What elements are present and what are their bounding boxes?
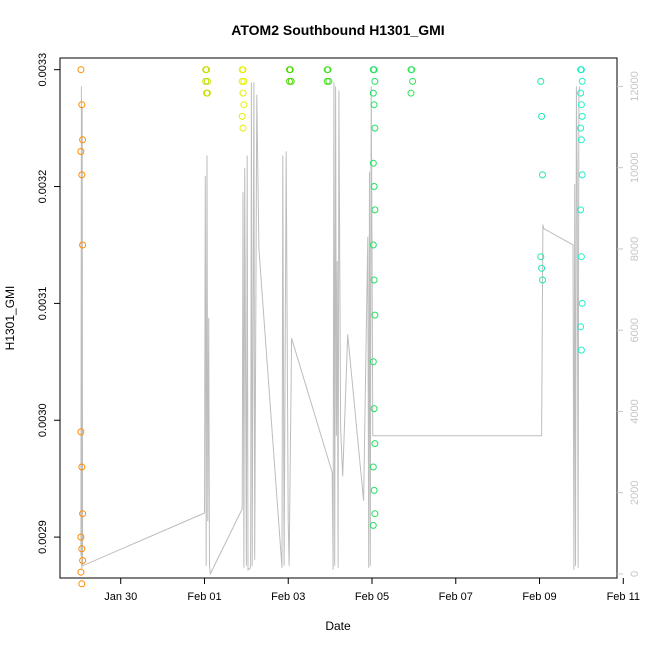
y-axis: 0.0029 0.0030 0.0031 0.0032 0.0033 xyxy=(37,53,60,554)
altitude-line xyxy=(80,82,581,576)
altitude-layer xyxy=(80,82,581,576)
data-point xyxy=(369,159,377,167)
data-point xyxy=(286,66,294,74)
data-point xyxy=(538,264,546,272)
y2-axis: 0 2000 4000 6000 8000 10000 12000 xyxy=(617,71,641,577)
data-point xyxy=(203,89,211,97)
data-point xyxy=(371,77,379,85)
data-point xyxy=(371,440,379,448)
data-point xyxy=(578,299,586,307)
data-point xyxy=(537,253,545,261)
points-layer xyxy=(77,66,586,588)
data-point xyxy=(370,486,378,494)
y2-tick-label: 10000 xyxy=(629,152,641,183)
data-point xyxy=(577,89,585,97)
data-point xyxy=(577,323,585,331)
data-point xyxy=(239,66,247,74)
data-point xyxy=(577,124,585,132)
data-point xyxy=(577,346,585,354)
data-point xyxy=(239,124,247,132)
data-point xyxy=(370,66,378,74)
data-point xyxy=(577,66,585,74)
data-point xyxy=(369,521,377,529)
data-point xyxy=(79,557,87,564)
data-point xyxy=(408,66,416,74)
data-point xyxy=(409,77,417,85)
data-point xyxy=(78,171,86,179)
y2-tick-label: 8000 xyxy=(629,237,641,261)
data-point xyxy=(371,311,379,319)
data-point xyxy=(578,112,586,120)
y2-tick-label: 0 xyxy=(629,571,641,577)
x-tick-label: Feb 05 xyxy=(355,591,389,603)
data-point xyxy=(538,112,546,120)
data-point xyxy=(370,276,378,284)
x-tick-label: Feb 09 xyxy=(522,591,556,603)
data-point xyxy=(369,89,377,97)
data-point xyxy=(578,77,586,85)
data-point xyxy=(238,77,246,85)
data-point xyxy=(371,124,379,132)
data-point xyxy=(79,241,87,249)
data-point xyxy=(203,66,211,74)
data-point xyxy=(78,101,86,109)
y-tick-label: 0.0029 xyxy=(37,520,49,554)
data-point xyxy=(286,77,293,85)
data-point xyxy=(371,510,379,518)
x-tick-label: Feb 03 xyxy=(271,591,305,603)
data-point xyxy=(79,510,87,518)
data-point xyxy=(577,101,585,109)
data-point xyxy=(577,136,585,144)
data-point xyxy=(238,112,246,120)
x-tick-label: Feb 07 xyxy=(439,591,473,603)
data-point xyxy=(77,533,85,541)
data-point xyxy=(78,545,86,553)
data-point xyxy=(539,276,546,284)
data-point xyxy=(539,171,546,179)
data-point xyxy=(577,206,585,214)
data-point xyxy=(239,89,247,97)
data-point xyxy=(369,358,377,366)
y-tick-label: 0.0033 xyxy=(37,53,49,87)
data-point xyxy=(77,428,85,436)
data-point xyxy=(369,241,377,249)
x-tick-label: Jan 30 xyxy=(104,591,137,603)
x-tick-label: Feb 01 xyxy=(187,591,221,603)
y2-tick-label: 12000 xyxy=(629,71,641,102)
y-axis-label: H1301_GMI xyxy=(3,286,17,351)
data-point xyxy=(370,101,378,109)
data-point xyxy=(369,463,377,471)
data-point xyxy=(240,101,248,109)
y-tick-label: 0.0030 xyxy=(37,403,49,437)
chart-title: ATOM2 Southbound H1301_GMI xyxy=(231,22,444,38)
data-point xyxy=(407,89,415,97)
x-axis: Jan 30 Feb 01 Feb 03 Feb 05 Feb 07 Feb 09 Feb … xyxy=(104,578,640,603)
data-point xyxy=(370,405,378,413)
data-point xyxy=(371,206,379,214)
data-point xyxy=(78,463,86,471)
y2-tick-label: 2000 xyxy=(629,480,641,504)
data-point xyxy=(323,77,331,85)
y2-tick-label: 4000 xyxy=(629,399,641,423)
data-point xyxy=(77,66,85,74)
x-axis-label: Date xyxy=(325,619,351,633)
data-point xyxy=(79,136,87,144)
data-point xyxy=(578,171,586,179)
data-point xyxy=(77,568,85,576)
data-point xyxy=(577,253,585,261)
data-point xyxy=(370,183,378,190)
plot-frame xyxy=(59,57,618,579)
y-tick-label: 0.0032 xyxy=(37,170,49,204)
data-point xyxy=(324,66,332,74)
data-point xyxy=(77,148,85,155)
data-point xyxy=(78,580,86,588)
data-point xyxy=(537,77,545,85)
data-point xyxy=(202,77,210,85)
y-tick-label: 0.0031 xyxy=(37,287,49,321)
x-tick-label: Feb 11 xyxy=(607,591,640,603)
y2-tick-label: 6000 xyxy=(629,318,641,342)
